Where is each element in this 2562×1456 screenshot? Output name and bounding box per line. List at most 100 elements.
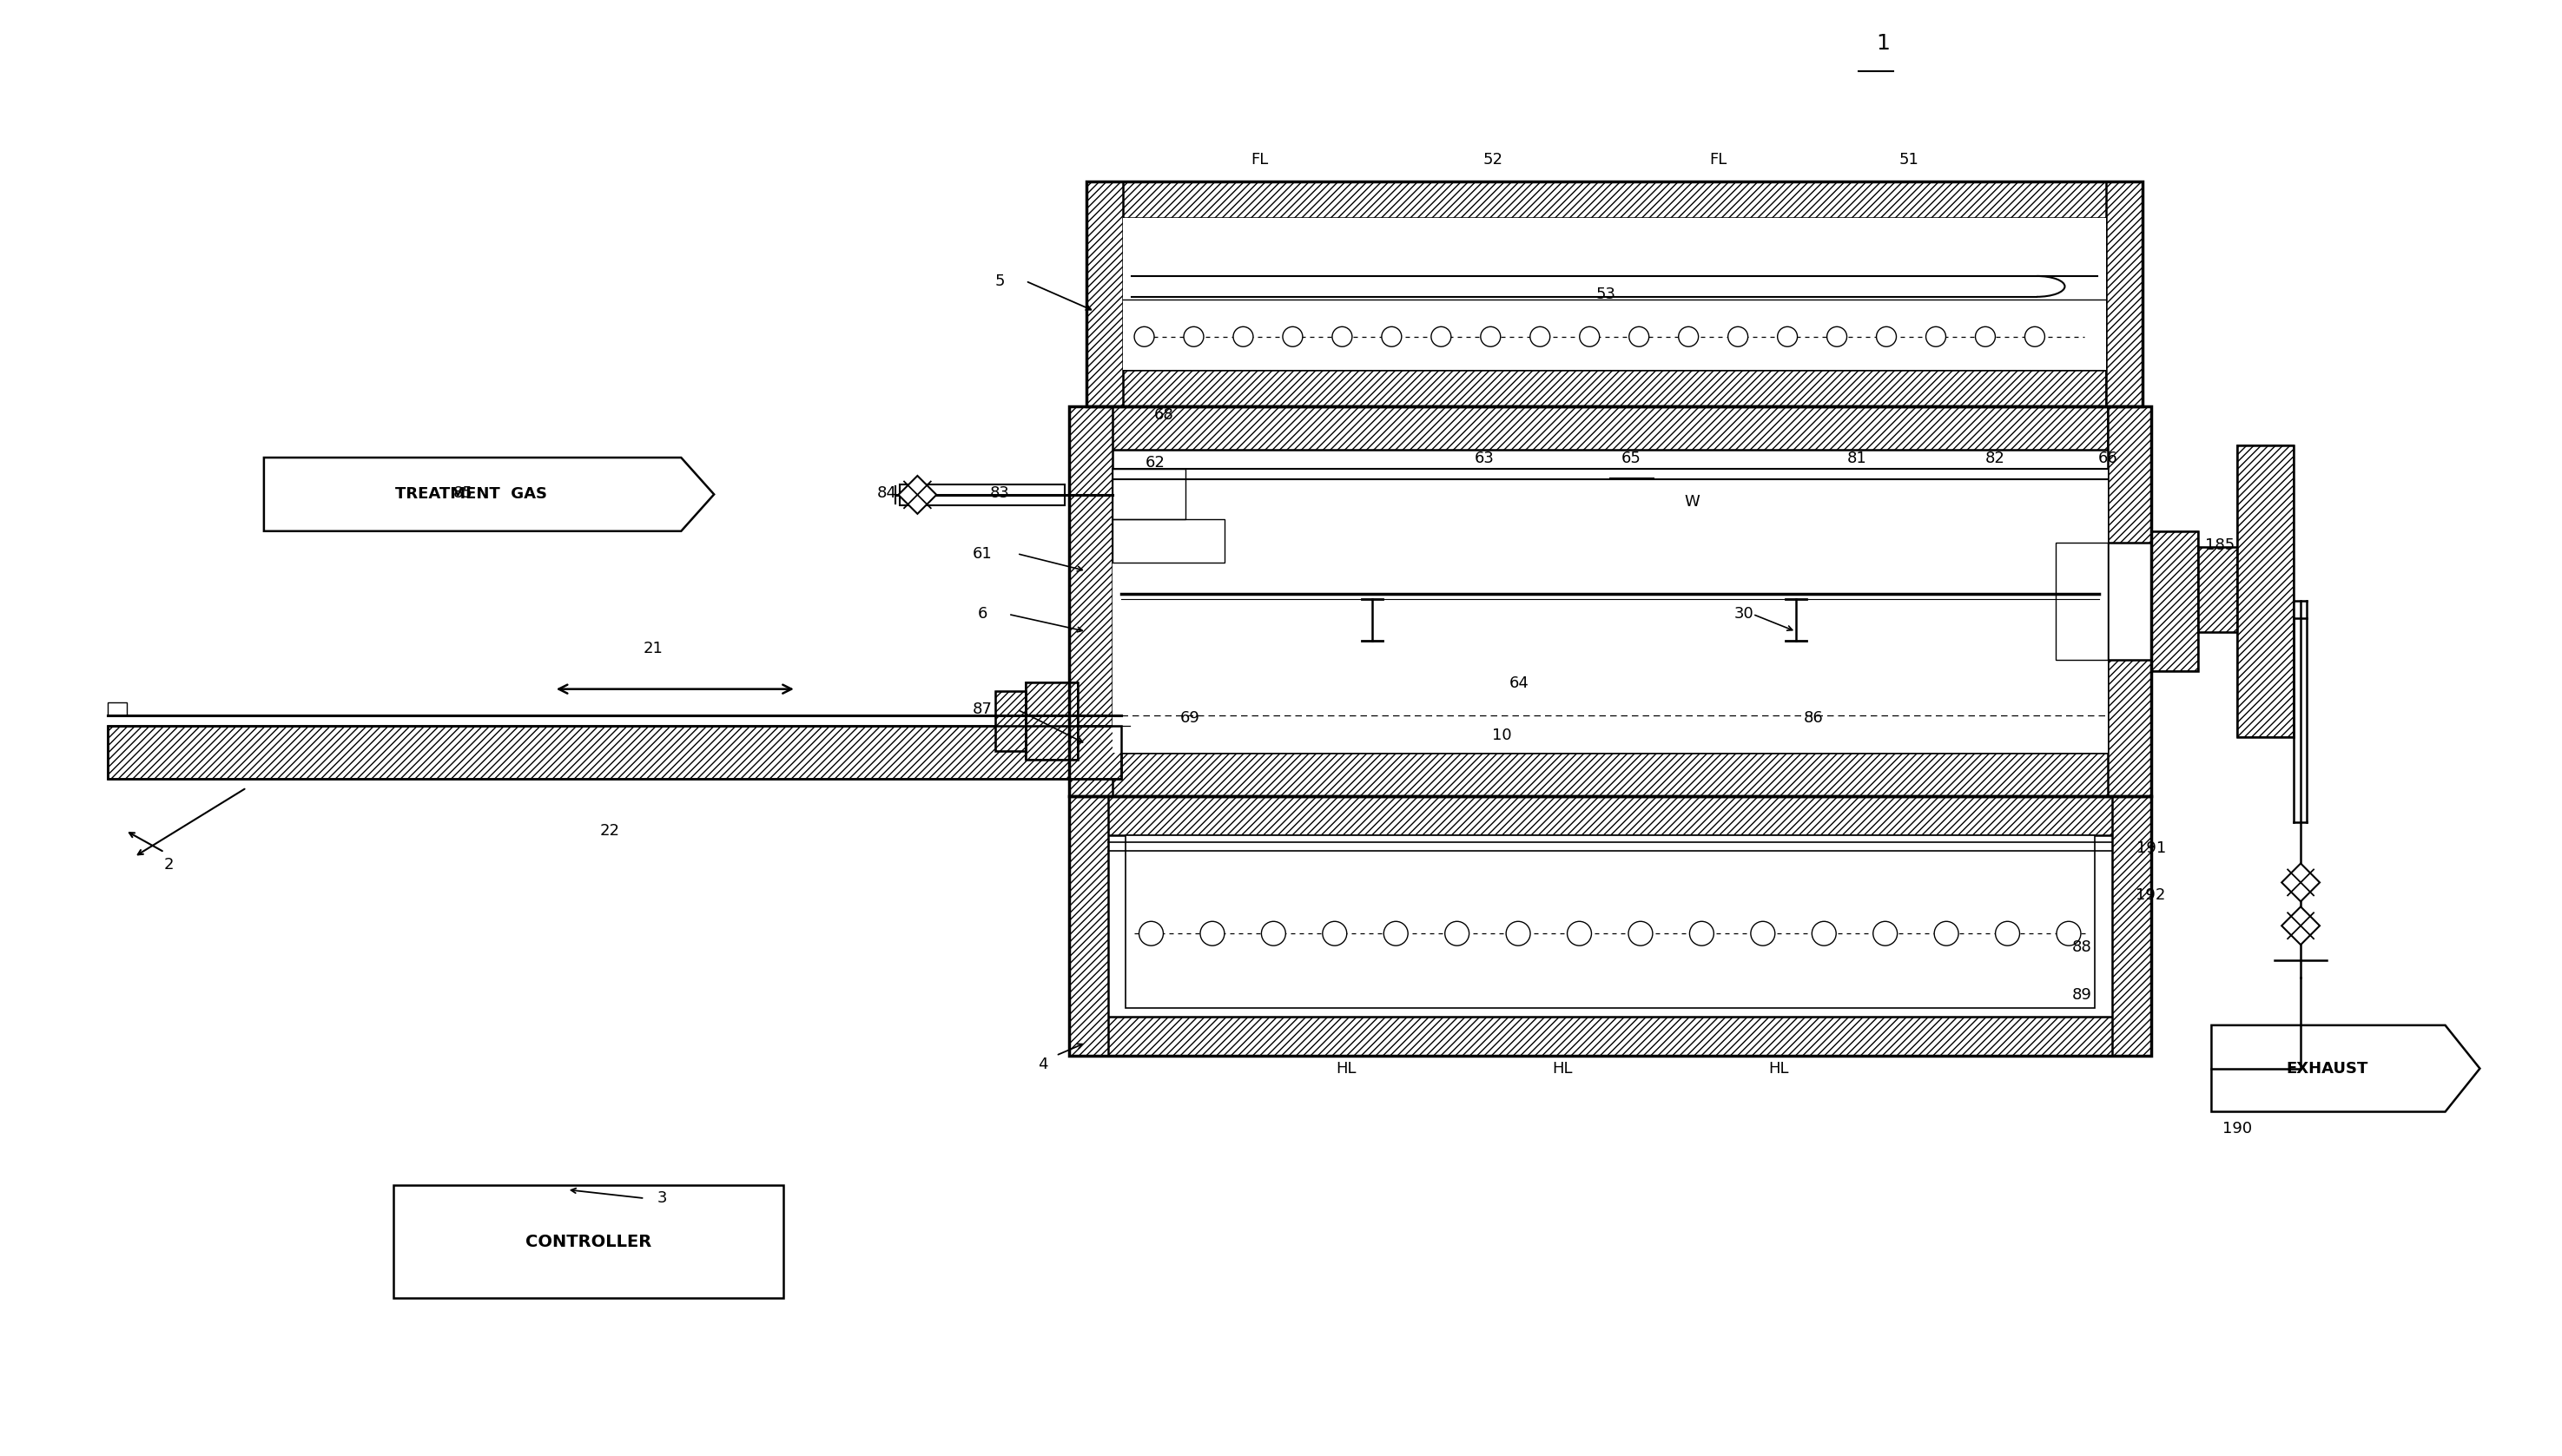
Bar	[2109, 660, 2152, 796]
Text: HL: HL	[1768, 1061, 1788, 1076]
Polygon shape	[2283, 907, 2319, 945]
Circle shape	[1481, 326, 1501, 347]
Polygon shape	[899, 476, 938, 514]
Text: 53: 53	[1596, 287, 1617, 301]
Bar	[1122, 218, 2106, 370]
Text: 10: 10	[1491, 728, 1512, 743]
Bar	[1086, 370, 2106, 406]
Bar	[2198, 546, 2237, 632]
Circle shape	[1629, 326, 1650, 347]
Circle shape	[1530, 326, 1550, 347]
Bar	[1068, 1016, 2152, 1056]
Text: HL: HL	[1553, 1061, 1573, 1076]
Bar	[2109, 406, 2152, 543]
Circle shape	[1332, 326, 1353, 347]
Circle shape	[1927, 326, 1945, 347]
Text: 4: 4	[1038, 1057, 1048, 1072]
Text: 52: 52	[1483, 151, 1504, 167]
Bar	[1068, 796, 1107, 1056]
Text: 21: 21	[643, 641, 664, 657]
Bar	[2237, 446, 2293, 738]
Bar	[1068, 753, 2152, 796]
Circle shape	[1996, 922, 2019, 945]
Circle shape	[1827, 326, 1847, 347]
Text: 69: 69	[1181, 711, 1199, 727]
Circle shape	[1727, 326, 1747, 347]
Text: 68: 68	[1155, 408, 1173, 424]
Text: 2: 2	[164, 858, 174, 874]
Bar	[2152, 531, 2198, 671]
Text: 88: 88	[2073, 939, 2091, 955]
Circle shape	[1432, 326, 1450, 347]
Text: 89: 89	[2073, 987, 2091, 1003]
Bar	[899, 485, 1066, 505]
Circle shape	[1629, 922, 1652, 945]
Bar	[1112, 469, 2109, 753]
Text: 66: 66	[2098, 451, 2119, 466]
Circle shape	[1778, 326, 1799, 347]
Circle shape	[1322, 922, 1348, 945]
Circle shape	[1581, 326, 1599, 347]
Circle shape	[1184, 326, 1204, 347]
Circle shape	[1284, 326, 1301, 347]
Bar	[1086, 182, 2142, 406]
Bar	[1112, 469, 1186, 518]
Text: 85: 85	[453, 485, 474, 501]
Text: 5: 5	[994, 274, 1004, 288]
Bar	[997, 690, 1025, 751]
Text: 84: 84	[876, 485, 897, 501]
Text: TREATMENT  GAS: TREATMENT GAS	[395, 486, 546, 502]
Circle shape	[1750, 922, 1775, 945]
Circle shape	[1445, 922, 1468, 945]
Bar	[1112, 469, 1186, 518]
Text: 64: 64	[1509, 676, 1530, 692]
Text: 61: 61	[974, 546, 991, 562]
Bar	[1025, 683, 1079, 760]
Text: CONTROLLER: CONTROLLER	[525, 1233, 651, 1249]
Bar	[1086, 182, 1122, 406]
Text: EXHAUST: EXHAUST	[2285, 1061, 2367, 1076]
Bar	[997, 690, 1025, 751]
Circle shape	[1875, 326, 1896, 347]
Text: 82: 82	[1986, 451, 2006, 466]
Bar	[2055, 543, 2109, 660]
Circle shape	[1568, 922, 1591, 945]
Polygon shape	[264, 457, 715, 531]
Text: 185: 185	[2206, 537, 2234, 553]
Text: 65: 65	[1622, 451, 1642, 466]
Bar	[108, 725, 1120, 779]
Circle shape	[1975, 326, 1996, 347]
Circle shape	[1383, 922, 1409, 945]
Circle shape	[1811, 922, 1837, 945]
Text: 51: 51	[1898, 151, 1919, 167]
Text: W: W	[1683, 494, 1699, 510]
Bar	[108, 725, 1120, 779]
Circle shape	[1934, 922, 1957, 945]
Circle shape	[2057, 922, 2080, 945]
Text: 1: 1	[1875, 32, 1891, 54]
Bar	[2152, 531, 2198, 671]
Bar	[1112, 518, 1225, 562]
Text: FL: FL	[1709, 151, 1727, 167]
Text: 30: 30	[1734, 606, 1755, 622]
Circle shape	[1873, 922, 1898, 945]
Bar	[2198, 546, 2237, 632]
Text: 63: 63	[1476, 451, 1494, 466]
Bar	[108, 702, 128, 715]
Circle shape	[1232, 326, 1253, 347]
Bar	[2106, 182, 2142, 406]
Bar	[2055, 543, 2109, 660]
Text: 6: 6	[979, 606, 986, 622]
Text: 62: 62	[1145, 454, 1166, 470]
Bar	[2111, 796, 2152, 1056]
Text: 3: 3	[656, 1191, 666, 1206]
Bar	[1112, 518, 1225, 562]
Bar	[1125, 834, 2096, 1008]
Text: 192: 192	[2137, 888, 2165, 903]
Bar	[1025, 683, 1079, 760]
Bar	[1086, 182, 2142, 218]
Circle shape	[1135, 326, 1155, 347]
Text: 86: 86	[1804, 711, 1824, 727]
Text: 191: 191	[2137, 840, 2165, 856]
Circle shape	[1678, 326, 1699, 347]
